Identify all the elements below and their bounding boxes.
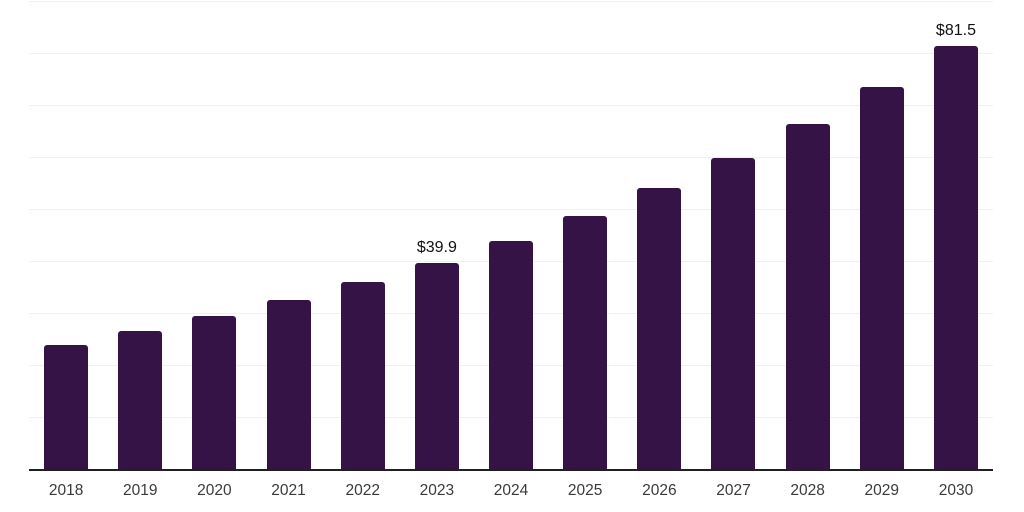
- bar-2030: [933, 46, 978, 470]
- bar-slot-2030: $81.5: [919, 2, 993, 470]
- bar-slot-2026: [622, 2, 696, 470]
- bar-2024: [489, 241, 534, 470]
- x-axis-line: [29, 469, 993, 471]
- gridline: [29, 105, 993, 106]
- bar-value-label-2030: $81.5: [935, 22, 976, 40]
- bar-2023: [414, 262, 459, 470]
- bar-slot-2024: [474, 2, 548, 470]
- bar-2022: [340, 281, 385, 470]
- bar-2025: [563, 215, 608, 470]
- bar-slot-2029: [845, 2, 919, 470]
- gridline: [29, 157, 993, 159]
- bar-slot-2018: [29, 2, 103, 470]
- x-tick-2028: 2028: [790, 482, 825, 499]
- x-tick-2029: 2029: [864, 482, 900, 499]
- bar-2019: [118, 331, 163, 470]
- bar-slot-2028: [771, 2, 845, 470]
- x-tick-2018: 2018: [48, 482, 84, 499]
- x-tick-2027: 2027: [716, 482, 751, 499]
- bar-2029: [859, 87, 904, 470]
- bar-value-label-2023: $39.9: [416, 238, 457, 256]
- bar-2028: [785, 123, 830, 470]
- bar-2018: [44, 344, 89, 470]
- bar-slot-2019: [103, 2, 177, 470]
- gridline: [29, 53, 993, 54]
- bar-2026: [637, 188, 682, 470]
- bar-slot-2025: [548, 2, 622, 470]
- x-tick-2023: 2023: [419, 482, 455, 499]
- x-tick-2026: 2026: [642, 482, 677, 499]
- bar-slot-2020: [177, 2, 251, 470]
- x-tick-2020: 2020: [197, 482, 232, 499]
- x-tick-2022: 2022: [345, 482, 380, 499]
- bar-slot-2023: $39.9: [400, 2, 474, 470]
- bar-slot-2021: [251, 2, 325, 470]
- x-axis-tick-labels: 2018 2019 2020 2021 2022 2023 2024 2025 2026 2027…: [29, 481, 993, 501]
- x-tick-2024: 2024: [493, 482, 529, 499]
- gridline: [29, 1, 993, 2]
- bar-2021: [266, 299, 311, 470]
- bar-2020: [192, 316, 237, 470]
- bar-slot-2027: [696, 2, 770, 470]
- x-tick-2019: 2019: [122, 482, 158, 499]
- x-tick-2030: 2030: [938, 482, 974, 499]
- plot-area: $39.9 $81.5: [29, 1, 993, 471]
- x-tick-2021: 2021: [271, 482, 306, 499]
- bar-slot-2022: [326, 2, 400, 470]
- x-tick-2025: 2025: [567, 482, 603, 499]
- bar-series: $39.9 $81.5: [29, 2, 993, 470]
- bar-2027: [711, 158, 756, 470]
- gridline: [29, 209, 993, 210]
